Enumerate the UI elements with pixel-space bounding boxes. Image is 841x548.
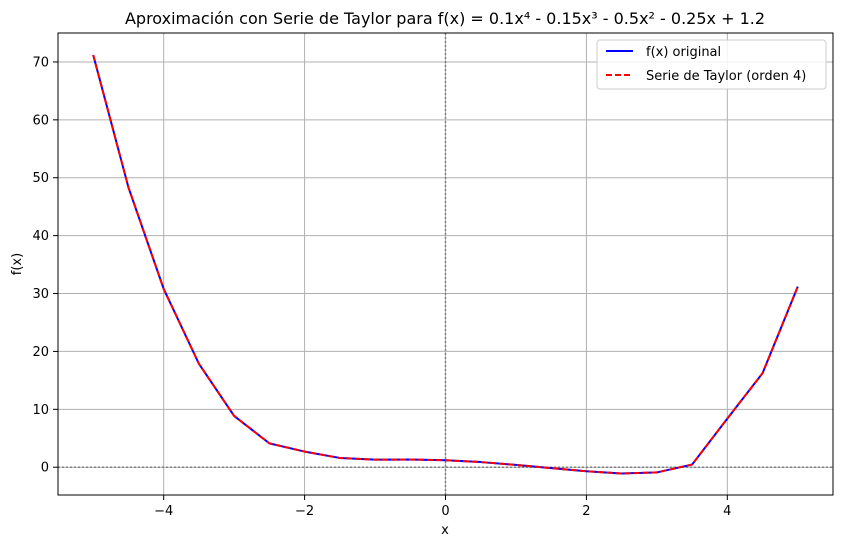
x-tick-label: 2	[582, 504, 590, 519]
x-axis-label: x	[441, 523, 449, 538]
legend-box	[596, 39, 827, 90]
y-axis-label: f(x)	[10, 253, 25, 275]
x-axis-ticks: −4 −2 0 2 4	[154, 495, 731, 519]
reference-lines	[58, 33, 833, 495]
x-tick-label: 0	[441, 504, 449, 519]
y-tick-label: 40	[32, 229, 49, 244]
y-axis-ticks: 0 10 20 30 40 50 60 70	[32, 55, 58, 476]
y-tick-label: 20	[32, 345, 49, 360]
y-tick-label: 60	[32, 113, 49, 128]
y-tick-label: 70	[32, 55, 49, 70]
series-line-taylor	[92, 54, 799, 475]
legend-label-taylor: Serie de Taylor (orden 4)	[646, 69, 806, 84]
y-tick-label: 10	[32, 403, 49, 418]
y-tick-label: 50	[32, 171, 49, 186]
series-lines	[92, 54, 799, 475]
x-tick-label: −4	[154, 504, 173, 519]
legend: f(x) original Serie de Taylor (orden 4)	[596, 39, 827, 90]
legend-label-original: f(x) original	[646, 45, 721, 60]
chart-title: Aproximación con Serie de Taylor para f(…	[125, 9, 765, 28]
y-tick-label: 30	[32, 287, 49, 302]
x-tick-label: 4	[723, 504, 731, 519]
x-tick-label: −2	[295, 504, 314, 519]
y-tick-label: 0	[41, 461, 49, 476]
